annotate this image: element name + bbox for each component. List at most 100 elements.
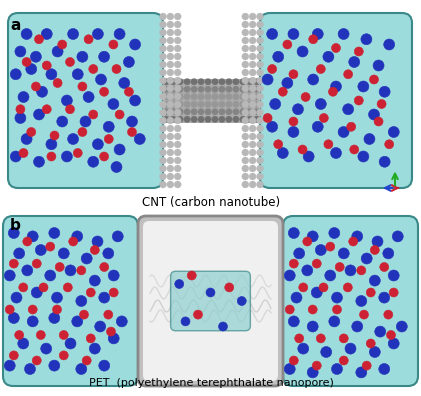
Circle shape (256, 133, 264, 140)
Circle shape (167, 157, 174, 164)
Circle shape (31, 287, 42, 298)
Circle shape (30, 51, 41, 62)
Circle shape (167, 61, 174, 68)
Circle shape (385, 140, 394, 149)
Circle shape (375, 326, 386, 337)
Circle shape (323, 51, 334, 62)
Circle shape (277, 147, 288, 158)
Circle shape (116, 316, 127, 327)
Circle shape (242, 173, 249, 180)
Circle shape (249, 133, 256, 140)
Circle shape (77, 51, 88, 62)
Circle shape (184, 86, 190, 92)
Circle shape (167, 133, 174, 140)
Circle shape (312, 121, 323, 132)
Circle shape (219, 78, 225, 85)
Circle shape (369, 346, 380, 358)
Circle shape (249, 61, 256, 68)
Circle shape (130, 95, 141, 106)
Circle shape (32, 259, 41, 268)
Circle shape (242, 109, 249, 116)
Circle shape (356, 367, 367, 378)
Circle shape (95, 321, 106, 332)
Circle shape (388, 126, 399, 137)
Circle shape (184, 116, 190, 122)
Circle shape (383, 248, 394, 259)
Circle shape (225, 283, 234, 292)
Circle shape (379, 86, 390, 97)
Circle shape (295, 334, 304, 343)
Circle shape (57, 116, 68, 127)
Circle shape (174, 165, 181, 172)
Circle shape (307, 367, 318, 378)
Circle shape (174, 37, 181, 44)
Circle shape (372, 236, 383, 247)
Circle shape (366, 288, 375, 297)
Circle shape (247, 78, 253, 85)
Circle shape (299, 283, 308, 292)
Circle shape (324, 140, 333, 149)
Circle shape (9, 259, 18, 268)
Circle shape (112, 65, 121, 74)
Circle shape (249, 101, 256, 108)
Circle shape (328, 87, 338, 96)
Circle shape (128, 128, 136, 137)
Circle shape (35, 244, 46, 255)
Circle shape (320, 114, 328, 122)
Circle shape (26, 63, 37, 74)
Circle shape (80, 310, 88, 319)
Circle shape (226, 101, 232, 107)
Circle shape (307, 321, 318, 332)
Circle shape (174, 181, 181, 188)
Circle shape (242, 165, 249, 172)
Circle shape (58, 40, 67, 49)
Circle shape (205, 78, 211, 85)
Circle shape (373, 60, 384, 71)
Circle shape (233, 78, 239, 85)
Circle shape (249, 109, 256, 116)
Circle shape (256, 149, 264, 156)
Circle shape (160, 21, 166, 28)
Circle shape (170, 116, 176, 122)
Circle shape (242, 37, 249, 44)
Circle shape (167, 109, 174, 116)
Circle shape (100, 263, 109, 272)
FancyBboxPatch shape (143, 221, 278, 381)
FancyBboxPatch shape (138, 216, 283, 386)
Circle shape (256, 93, 264, 100)
Circle shape (174, 157, 181, 164)
Circle shape (256, 157, 264, 164)
Circle shape (167, 149, 174, 156)
Circle shape (242, 149, 249, 156)
Circle shape (170, 93, 176, 100)
Circle shape (278, 87, 287, 96)
Circle shape (78, 128, 87, 137)
Circle shape (219, 109, 225, 115)
FancyBboxPatch shape (283, 216, 418, 386)
Circle shape (124, 87, 133, 96)
Circle shape (24, 364, 35, 375)
Circle shape (242, 133, 249, 140)
Text: CNT (carbon nanotube): CNT (carbon nanotube) (142, 196, 280, 209)
Circle shape (174, 93, 181, 100)
Circle shape (329, 227, 340, 238)
Circle shape (22, 57, 31, 67)
Circle shape (126, 116, 138, 127)
Circle shape (233, 116, 239, 122)
Circle shape (160, 125, 166, 132)
Circle shape (256, 53, 264, 60)
Circle shape (370, 75, 378, 84)
Circle shape (354, 96, 363, 105)
Circle shape (288, 227, 299, 238)
Circle shape (386, 331, 395, 339)
Circle shape (167, 69, 174, 76)
Circle shape (167, 29, 174, 36)
Circle shape (249, 77, 256, 84)
Circle shape (240, 116, 246, 122)
Circle shape (47, 152, 56, 161)
Circle shape (354, 47, 363, 56)
Circle shape (104, 310, 113, 319)
Circle shape (174, 141, 181, 148)
Circle shape (242, 77, 249, 84)
Circle shape (51, 292, 62, 303)
